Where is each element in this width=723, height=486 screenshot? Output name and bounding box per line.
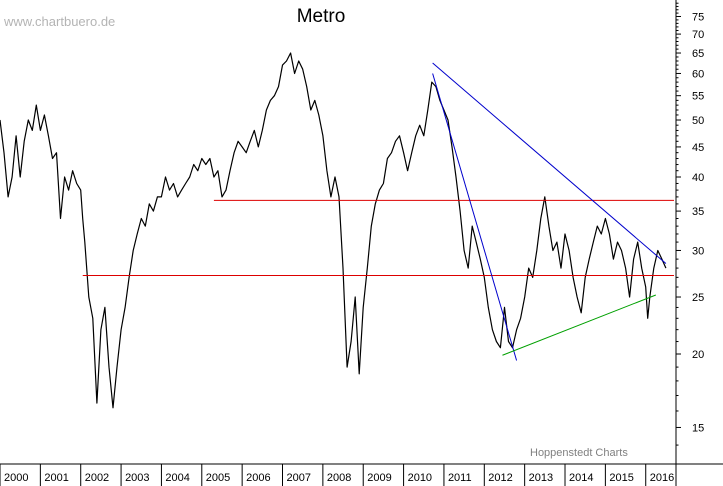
- x-tick-label: 2009: [367, 472, 391, 484]
- y-tick-label: 75: [692, 11, 704, 23]
- trend-line-2: [432, 62, 667, 264]
- x-tick-label: 2003: [125, 472, 149, 484]
- price-series-line: [0, 52, 667, 409]
- y-tick-label: 25: [692, 292, 704, 304]
- y-tick-label: 50: [692, 115, 704, 127]
- x-tick-label: 2000: [4, 472, 28, 484]
- y-tick-label: 35: [692, 206, 704, 218]
- source-credit: Hoppenstedt Charts: [530, 447, 628, 459]
- x-tick-label: 2015: [609, 472, 633, 484]
- x-tick-label: 2012: [488, 472, 512, 484]
- x-tick-label: 2008: [327, 472, 351, 484]
- trend-line-4: [502, 294, 657, 356]
- y-tick-label: 45: [692, 142, 704, 154]
- x-tick-label: 2014: [569, 472, 593, 484]
- x-tick-label: 2006: [246, 472, 270, 484]
- y-tick-label: 40: [692, 172, 704, 184]
- y-axis-ticks: 15 20 25 30 35 40 45 50 55 60 65 70 75: [676, 2, 704, 446]
- y-tick-label: 20: [692, 349, 704, 361]
- x-tick-label: 2016: [650, 472, 674, 484]
- trend-lines: [82, 62, 674, 361]
- x-tick-label: 2011: [448, 472, 472, 484]
- x-tick-label: 2013: [529, 472, 553, 484]
- y-tick-label: 55: [692, 91, 704, 103]
- x-tick-label: 2007: [287, 472, 311, 484]
- trend-line-3: [432, 73, 518, 361]
- chart-title: Metro: [296, 6, 346, 27]
- y-tick-label: 15: [692, 422, 704, 434]
- x-tick-label: 2005: [206, 472, 230, 484]
- x-tick-label: 2004: [165, 472, 189, 484]
- price-series-0: [0, 52, 667, 409]
- x-tick-label: 2002: [85, 472, 109, 484]
- y-tick-label: 70: [692, 29, 704, 41]
- x-tick-label: 2010: [408, 472, 432, 484]
- y-tick-label: 30: [692, 245, 704, 257]
- x-tick-label: 2001: [44, 472, 68, 484]
- watermark-text: www.chartbuero.de: [4, 14, 116, 29]
- y-tick-label: 60: [692, 68, 704, 80]
- x-axis-ticks: 2000 2001 2002 2003 2004 2005 2006 2007 2008 2009…: [0, 464, 674, 486]
- y-tick-label: 65: [692, 48, 704, 60]
